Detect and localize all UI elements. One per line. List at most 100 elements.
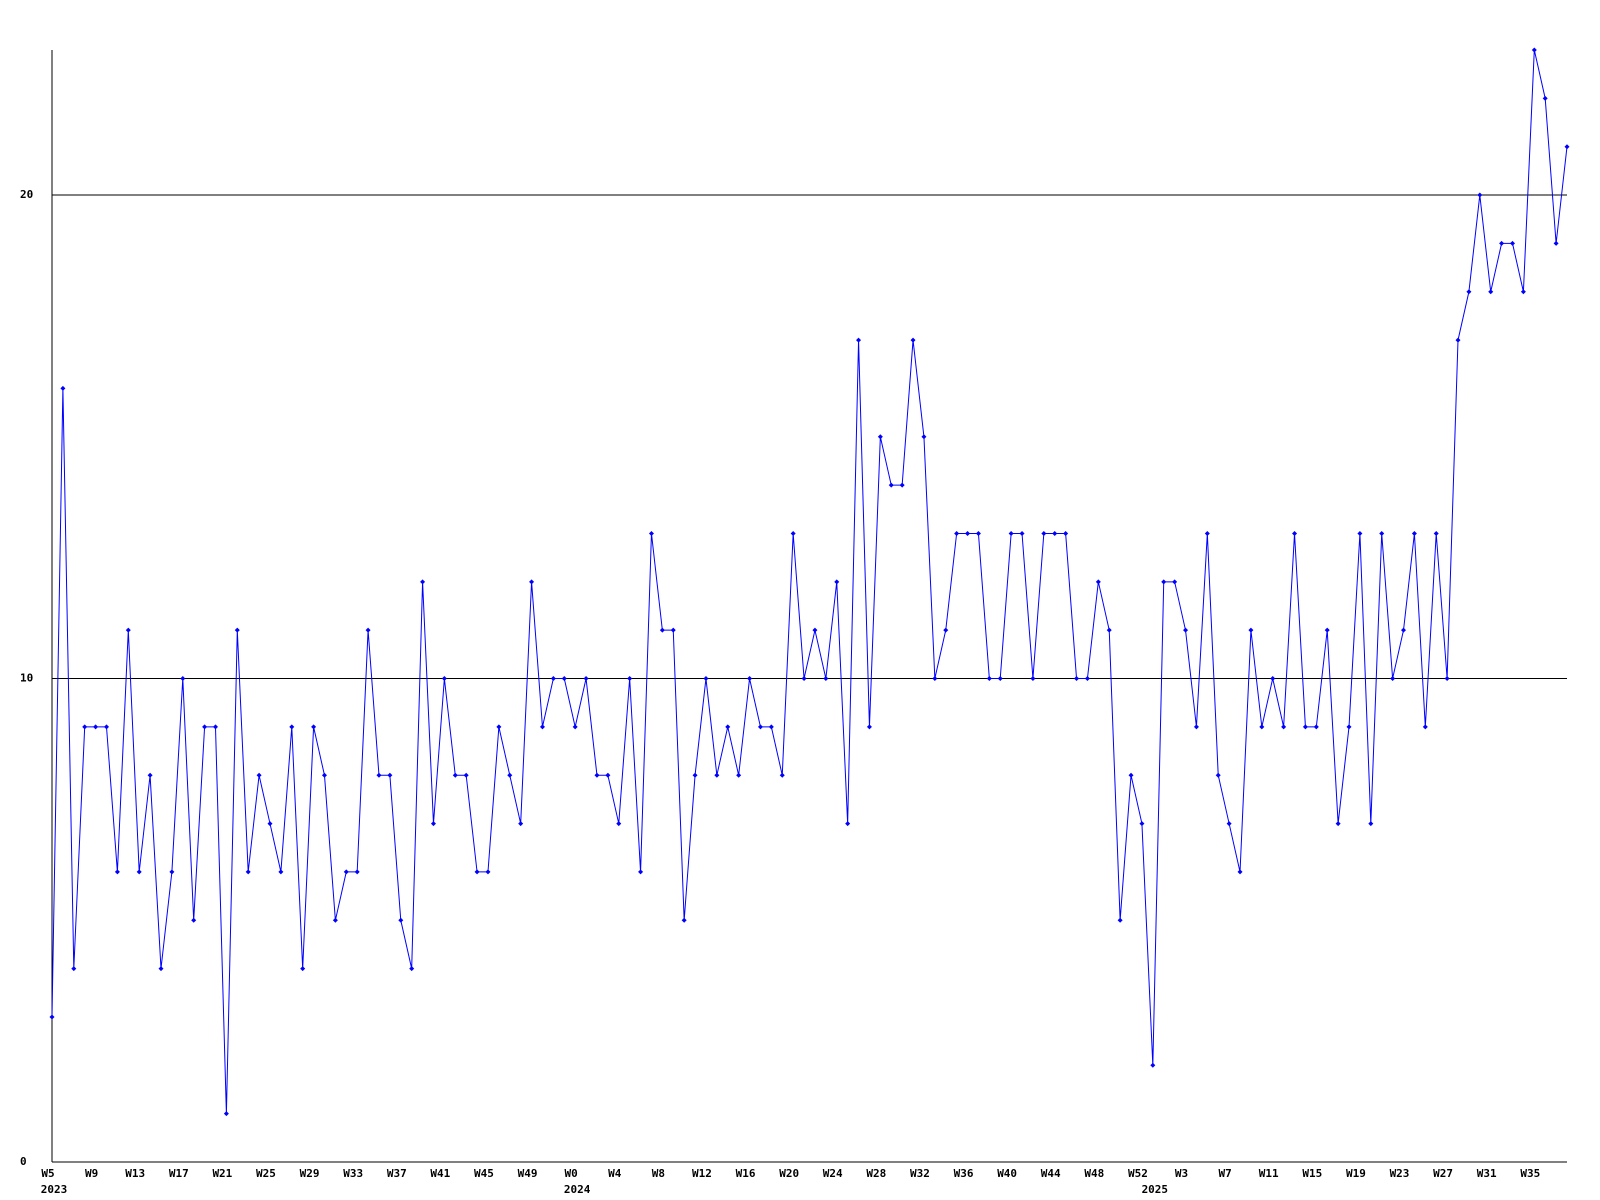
- data-point: [1019, 530, 1025, 536]
- data-point: [256, 772, 262, 778]
- data-point: [60, 385, 66, 391]
- x-tick-label: W35: [1520, 1167, 1540, 1180]
- x-tick-label: W25: [256, 1167, 276, 1180]
- data-point: [572, 724, 578, 730]
- data-point: [507, 772, 513, 778]
- data-point: [703, 676, 709, 682]
- data-point: [627, 676, 633, 682]
- x-tick-label: W4: [608, 1167, 622, 1180]
- data-point: [638, 869, 644, 875]
- data-point: [71, 966, 77, 972]
- data-point: [387, 772, 393, 778]
- x-tick-label: W16: [736, 1167, 756, 1180]
- data-point: [801, 676, 807, 682]
- data-point: [1553, 240, 1559, 246]
- data-point: [1335, 821, 1341, 827]
- data-point: [1204, 530, 1210, 536]
- data-point: [1477, 192, 1483, 198]
- data-point: [1444, 676, 1450, 682]
- data-point: [409, 966, 415, 972]
- data-point: [1084, 676, 1090, 682]
- x-tick-label: W17: [169, 1167, 189, 1180]
- data-point: [768, 724, 774, 730]
- data-point: [1313, 724, 1319, 730]
- data-point: [1183, 627, 1189, 633]
- data-point: [1411, 530, 1417, 536]
- data-point: [463, 772, 469, 778]
- y-tick-label: 10: [20, 672, 33, 685]
- data-point: [1346, 724, 1352, 730]
- data-point: [49, 1014, 55, 1020]
- x-tick-label: W52: [1128, 1167, 1148, 1180]
- data-point: [1215, 772, 1221, 778]
- data-point: [202, 724, 208, 730]
- data-point: [354, 869, 360, 875]
- data-point: [659, 627, 665, 633]
- data-point: [278, 869, 284, 875]
- data-point: [1401, 627, 1407, 633]
- x-tick-label: W32: [910, 1167, 930, 1180]
- year-label: 2025: [1142, 1183, 1169, 1196]
- data-point: [452, 772, 458, 778]
- data-point: [1292, 530, 1298, 536]
- data-point: [1172, 579, 1178, 585]
- x-tick-label: W45: [474, 1167, 494, 1180]
- y-tick-label: 20: [20, 188, 33, 201]
- data-point: [1259, 724, 1265, 730]
- data-point: [1106, 627, 1112, 633]
- x-tick-label: W13: [125, 1167, 145, 1180]
- data-point: [1324, 627, 1330, 633]
- data-point: [136, 869, 142, 875]
- data-point: [518, 821, 524, 827]
- data-point: [311, 724, 317, 730]
- x-tick-label: W0: [565, 1167, 578, 1180]
- data-point: [736, 772, 742, 778]
- data-point: [1422, 724, 1428, 730]
- data-point: [823, 676, 829, 682]
- data-point: [441, 676, 447, 682]
- data-point: [223, 1111, 229, 1117]
- data-point: [681, 917, 687, 923]
- data-point: [114, 869, 120, 875]
- data-point: [594, 772, 600, 778]
- x-tick-label: W40: [997, 1167, 1017, 1180]
- data-point: [1128, 772, 1134, 778]
- data-point: [1074, 676, 1080, 682]
- data-point: [1455, 337, 1461, 343]
- x-tick-label: W33: [343, 1167, 363, 1180]
- data-point: [398, 917, 404, 923]
- y-tick-label: 0: [20, 1155, 27, 1168]
- data-point: [834, 579, 840, 585]
- data-point: [474, 869, 480, 875]
- data-point: [420, 579, 426, 585]
- data-point: [332, 917, 338, 923]
- data-point: [539, 724, 545, 730]
- year-label: 2023: [41, 1183, 68, 1196]
- data-point: [845, 821, 851, 827]
- x-tick-label: W31: [1477, 1167, 1497, 1180]
- data-point: [376, 772, 382, 778]
- data-point: [1193, 724, 1199, 730]
- data-point: [191, 917, 197, 923]
- data-point: [365, 627, 371, 633]
- x-tick-label: W11: [1259, 1167, 1279, 1180]
- data-point: [1531, 47, 1537, 53]
- data-point: [550, 676, 556, 682]
- data-point: [1030, 676, 1036, 682]
- data-point: [82, 724, 88, 730]
- x-tick-label: W12: [692, 1167, 712, 1180]
- data-point: [212, 724, 218, 730]
- data-point: [932, 676, 938, 682]
- x-tick-label: W7: [1218, 1167, 1231, 1180]
- data-point: [496, 724, 502, 730]
- data-point: [856, 337, 862, 343]
- x-tick-label: W44: [1041, 1167, 1061, 1180]
- data-point: [1150, 1062, 1156, 1068]
- data-point: [125, 627, 131, 633]
- data-point: [943, 627, 949, 633]
- x-tick-label: W15: [1302, 1167, 1322, 1180]
- data-point: [877, 434, 883, 440]
- data-point: [954, 530, 960, 536]
- data-point: [899, 482, 905, 488]
